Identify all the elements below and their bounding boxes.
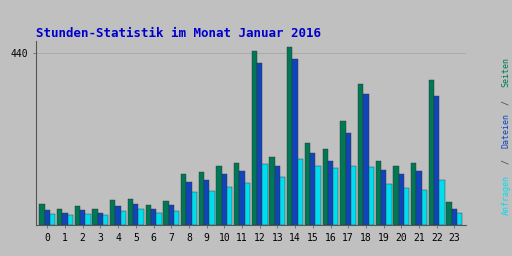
Bar — [174, 211, 179, 225]
Bar — [133, 204, 138, 225]
Bar — [269, 157, 275, 225]
Bar — [181, 174, 186, 225]
Bar — [411, 163, 416, 225]
Bar — [292, 59, 298, 225]
Bar — [262, 165, 268, 225]
Bar — [393, 166, 399, 225]
Bar — [257, 62, 262, 225]
Bar — [305, 143, 310, 225]
Bar — [351, 166, 356, 225]
Bar — [404, 188, 409, 225]
Bar — [240, 171, 245, 225]
Bar — [369, 167, 374, 225]
Bar — [457, 213, 462, 225]
Bar — [346, 133, 351, 225]
Bar — [191, 192, 197, 225]
Bar — [227, 187, 232, 225]
Bar — [422, 190, 427, 225]
Bar — [116, 206, 121, 225]
Bar — [328, 161, 333, 225]
Bar — [86, 214, 91, 225]
Bar — [204, 180, 209, 225]
Bar — [163, 201, 168, 225]
Bar — [446, 202, 452, 225]
Bar — [222, 174, 227, 225]
Bar — [434, 96, 439, 225]
Bar — [280, 177, 285, 225]
Bar — [287, 47, 292, 225]
Bar — [364, 94, 369, 225]
Bar — [245, 183, 250, 225]
Bar — [68, 215, 73, 225]
Bar — [186, 182, 191, 225]
Bar — [333, 168, 338, 225]
Bar — [209, 191, 215, 225]
Bar — [416, 171, 422, 225]
Text: Anfragen: Anfragen — [501, 175, 510, 215]
Bar — [80, 210, 86, 225]
Bar — [45, 210, 50, 225]
Bar — [217, 166, 222, 225]
Bar — [57, 209, 62, 225]
Bar — [340, 121, 346, 225]
Bar — [98, 213, 103, 225]
Text: Dateien: Dateien — [501, 113, 510, 148]
Bar — [234, 163, 240, 225]
Bar — [103, 215, 109, 225]
Text: /: / — [501, 154, 510, 169]
Bar — [62, 213, 68, 225]
Bar — [50, 214, 55, 225]
Bar — [439, 180, 445, 225]
Bar — [275, 166, 280, 225]
Bar — [399, 174, 404, 225]
Text: Seiten: Seiten — [501, 57, 510, 87]
Bar — [323, 149, 328, 225]
Bar — [381, 170, 386, 225]
Bar — [75, 206, 80, 225]
Bar — [156, 213, 161, 225]
Bar — [429, 80, 434, 225]
Bar — [376, 161, 381, 225]
Bar — [138, 209, 144, 225]
Bar — [39, 204, 45, 225]
Bar — [315, 166, 321, 225]
Bar — [121, 211, 126, 225]
Bar — [298, 159, 303, 225]
Bar — [128, 199, 133, 225]
Bar — [452, 209, 457, 225]
Bar — [310, 153, 315, 225]
Bar — [145, 205, 151, 225]
Bar — [199, 172, 204, 225]
Bar — [252, 51, 257, 225]
Bar — [151, 209, 156, 225]
Bar — [386, 184, 392, 225]
Bar — [168, 205, 174, 225]
Text: /: / — [501, 95, 510, 110]
Text: Stunden-Statistik im Monat Januar 2016: Stunden-Statistik im Monat Januar 2016 — [36, 27, 321, 40]
Bar — [358, 84, 364, 225]
Bar — [93, 209, 98, 225]
Bar — [110, 200, 116, 225]
